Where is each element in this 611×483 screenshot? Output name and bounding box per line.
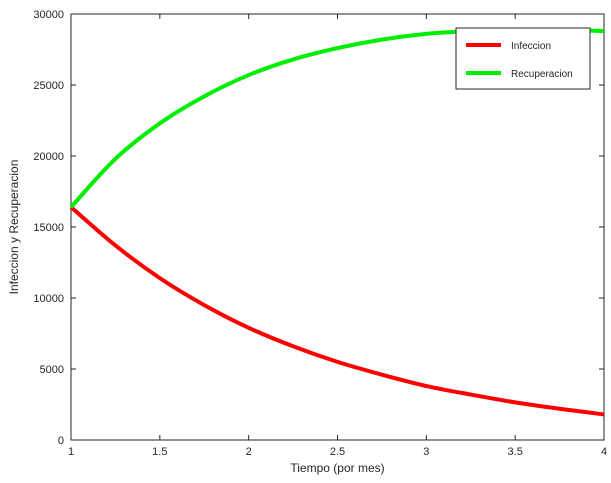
x-tick-label: 3	[423, 446, 429, 458]
legend-label: Infeccion	[511, 41, 551, 52]
series-line-infeccion	[69, 205, 605, 417]
y-tick-label: 20000	[33, 151, 64, 163]
x-tick-label: 1.5	[152, 446, 167, 458]
y-tick-label: 0	[58, 435, 64, 447]
y-axis-ticks: 0 5000 10000 15000 20000 25000 30000	[33, 9, 604, 447]
x-tick-label: 3.5	[508, 446, 523, 458]
y-tick-label: 5000	[40, 364, 64, 376]
x-axis-label: Tiempo (por mes)	[290, 461, 384, 475]
chart-legend: Infeccion Recuperacion	[455, 27, 591, 90]
x-tick-label: 2.5	[330, 446, 345, 458]
y-tick-label: 25000	[33, 80, 64, 92]
y-tick-label: 15000	[33, 222, 64, 234]
x-tick-label: 4	[601, 446, 607, 458]
x-tick-label: 1	[68, 446, 74, 458]
y-tick-label: 30000	[33, 9, 64, 21]
y-axis-label: Infeccion y Recuperacion	[7, 160, 21, 295]
legend-label: Recuperacion	[511, 69, 573, 80]
x-axis-ticks: 1 1.5 2 2.5 3 3.5 4	[68, 14, 607, 458]
y-tick-label: 10000	[33, 293, 64, 305]
legend-box	[455, 27, 591, 90]
x-tick-label: 2	[246, 446, 252, 458]
